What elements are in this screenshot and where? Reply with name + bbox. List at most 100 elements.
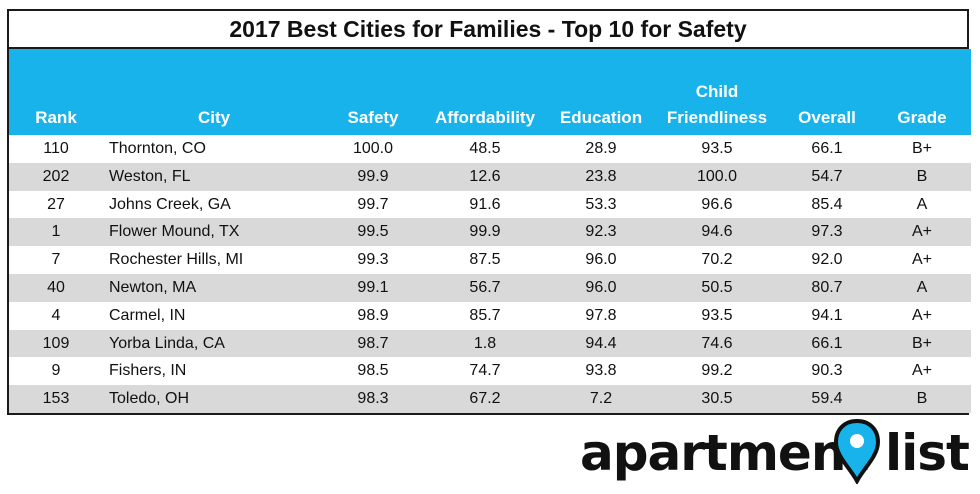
cell-education: 97.8 <box>585 306 617 324</box>
header-child-line2: Friendliness <box>666 108 768 127</box>
cell-child: 99.2 <box>701 362 733 380</box>
cell-education: 96.0 <box>585 251 617 269</box>
cell-safety: 99.9 <box>357 167 389 185</box>
cell-child: 50.5 <box>701 278 733 296</box>
table-row: 109 Yorba Linda, CA 98.7 1.8 94.4 74.6 66.1 B+ <box>9 329 971 358</box>
cell-child: 70.2 <box>701 251 733 269</box>
cell-rank: 110 <box>43 140 69 157</box>
cell-safety: 98.3 <box>357 390 389 408</box>
cell-rank: 4 <box>51 306 61 324</box>
cell-grade: B+ <box>911 334 932 352</box>
cell-city: Toledo, OH <box>109 390 190 408</box>
cell-education: 23.8 <box>585 167 617 185</box>
header-city: City <box>197 108 231 127</box>
table-row: 1 Flower Mound, TX 99.5 99.9 92.3 94.6 97.3 A+ <box>9 218 971 247</box>
cell-education: 7.2 <box>589 390 613 408</box>
cell-child: 94.6 <box>701 223 733 241</box>
cell-grade: A <box>916 195 928 213</box>
cell-grade: A+ <box>911 306 932 324</box>
cell-overall: 97.3 <box>811 223 843 241</box>
cell-affordability: 12.6 <box>469 167 501 185</box>
header-child-friendliness: Child Friendliness <box>653 49 781 135</box>
cell-safety: 100.0 <box>352 140 394 157</box>
cell-education: 53.3 <box>585 195 617 213</box>
cell-rank: 7 <box>51 251 61 269</box>
cell-child: 93.5 <box>701 306 733 324</box>
cell-safety: 98.5 <box>357 362 389 380</box>
cell-child: 30.5 <box>701 390 733 408</box>
cell-city: Fishers, IN <box>109 362 187 380</box>
table-row: 27 Johns Creek, GA 99.7 91.6 53.3 96.6 85.4 A <box>9 190 971 219</box>
cell-affordability: 91.6 <box>469 195 501 213</box>
cell-grade: A+ <box>911 223 932 241</box>
cell-safety: 98.7 <box>357 334 389 352</box>
cell-city: Johns Creek, GA <box>109 195 231 213</box>
cell-city: Carmel, IN <box>109 306 186 324</box>
cell-affordability: 74.7 <box>469 362 501 380</box>
cell-grade: B <box>916 167 928 185</box>
header-overall: Overall <box>798 108 856 127</box>
cell-affordability: 56.7 <box>469 278 501 296</box>
cell-safety: 99.3 <box>357 251 389 269</box>
cell-city: Yorba Linda, CA <box>109 334 225 352</box>
cell-rank: 9 <box>51 362 61 380</box>
cell-city: Thornton, CO <box>109 140 206 157</box>
table-row: 202 Weston, FL 99.9 12.6 23.8 100.0 54.7 B <box>9 162 971 191</box>
header-rank: Rank <box>35 108 77 127</box>
cell-child: 74.6 <box>701 334 733 352</box>
cell-education: 92.3 <box>585 223 617 241</box>
cell-rank: 1 <box>51 223 61 241</box>
cell-grade: B <box>916 390 928 408</box>
header-child-line1: Child <box>695 82 739 101</box>
cell-affordability: 48.5 <box>469 140 501 157</box>
logo-text-list: list <box>885 424 970 482</box>
table-row: 153 Toledo, OH 98.3 67.2 7.2 30.5 59.4 B <box>9 385 971 413</box>
cell-grade: B+ <box>911 140 932 157</box>
cell-overall: 85.4 <box>811 195 843 213</box>
cell-overall: 66.1 <box>811 140 843 157</box>
cell-affordability: 99.9 <box>469 223 501 241</box>
header-row: Rank City Safety Affordability Education… <box>9 49 971 135</box>
cell-overall: 90.3 <box>811 362 843 380</box>
header-education: Education <box>559 108 643 127</box>
cell-safety: 98.9 <box>357 306 389 324</box>
logo-text-apartment: apartment <box>580 424 869 482</box>
cell-safety: 99.1 <box>357 278 389 296</box>
cell-grade: A <box>916 278 928 296</box>
cell-affordability: 85.7 <box>469 306 501 324</box>
apartment-list-logo: apartment list <box>580 418 972 488</box>
cell-overall: 66.1 <box>811 334 843 352</box>
cell-rank: 153 <box>42 390 70 408</box>
cell-child: 96.6 <box>701 195 733 213</box>
table-title: 2017 Best Cities for Families - Top 10 f… <box>9 11 967 49</box>
cell-rank: 202 <box>42 167 70 185</box>
cell-rank: 40 <box>47 278 65 296</box>
cell-child: 100.0 <box>696 167 738 185</box>
cell-education: 96.0 <box>585 278 617 296</box>
cell-overall: 80.7 <box>811 278 843 296</box>
header-grade: Grade <box>897 108 947 127</box>
table-row: 40 Newton, MA 99.1 56.7 96.0 50.5 80.7 A <box>9 273 971 302</box>
cell-child: 93.5 <box>701 140 733 157</box>
table-row: 4 Carmel, IN 98.9 85.7 97.8 93.5 94.1 A+ <box>9 301 971 330</box>
cell-affordability: 87.5 <box>469 251 501 269</box>
cell-rank: 109 <box>42 334 70 352</box>
cell-rank: 27 <box>47 195 65 213</box>
table-row: 110 Thornton, CO 100.0 48.5 28.9 93.5 66.1 B+ <box>9 135 971 163</box>
cell-overall: 92.0 <box>811 251 843 269</box>
cell-affordability: 1.8 <box>473 334 497 352</box>
cell-overall: 59.4 <box>811 390 843 408</box>
table-row: 9 Fishers, IN 98.5 74.7 93.8 99.2 90.3 A+ <box>9 357 971 386</box>
cell-city: Newton, MA <box>109 278 197 296</box>
cell-education: 28.9 <box>585 140 617 157</box>
cell-affordability: 67.2 <box>469 390 501 408</box>
table-row: 7 Rochester Hills, MI 99.3 87.5 96.0 70.2 92.0… <box>9 246 971 274</box>
cell-city: Flower Mound, TX <box>109 223 240 241</box>
header-affordability: Affordability <box>434 108 536 127</box>
location-pin-icon <box>833 418 881 484</box>
table-body: 110 Thornton, CO 100.0 48.5 28.9 93.5 66.1 B+ 20… <box>9 135 971 413</box>
cell-grade: A+ <box>911 362 932 380</box>
cell-safety: 99.7 <box>357 195 389 213</box>
cell-education: 94.4 <box>585 334 617 352</box>
cell-overall: 54.7 <box>811 167 843 185</box>
